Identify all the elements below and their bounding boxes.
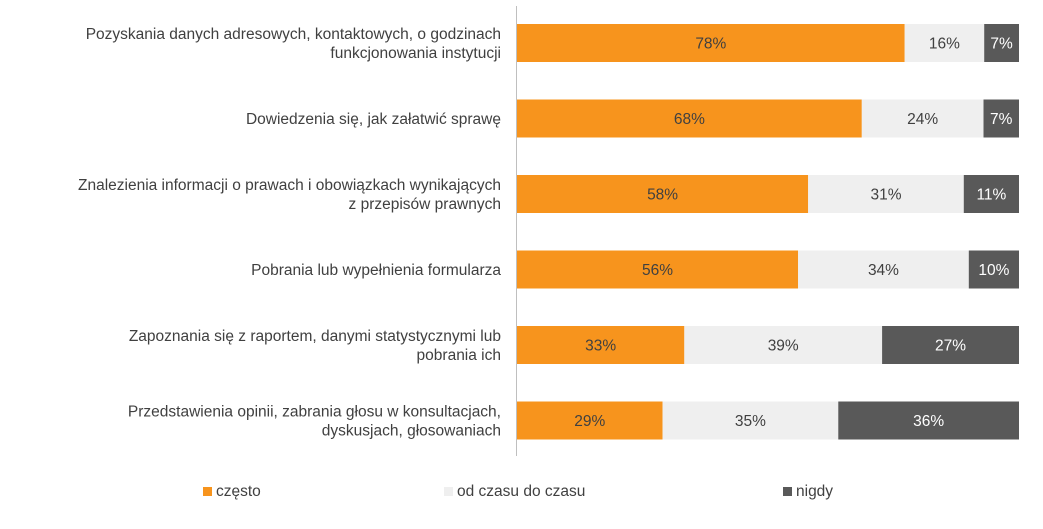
bar-od-czasu-3	[808, 175, 964, 213]
category-label: Zapoznania się z raportem, danymi statys…	[129, 328, 501, 345]
data-label: 7%	[990, 36, 1013, 53]
category-label: funkcjonowania instytucji	[330, 45, 501, 62]
legend-label: często	[216, 483, 261, 500]
category-label: pobrania ich	[417, 347, 501, 364]
data-label: 56%	[642, 262, 673, 279]
data-label: 33%	[585, 338, 616, 355]
legend-swatch	[444, 487, 453, 496]
legend: często od czasu do czasu nigdy	[203, 483, 833, 500]
data-label: 16%	[929, 36, 960, 53]
legend-swatch	[203, 487, 212, 496]
category-label: Pozyskania danych adresowych, kontaktowy…	[86, 26, 501, 43]
data-label: 7%	[990, 111, 1013, 128]
legend-label: nigdy	[796, 483, 833, 500]
bar-nigdy-5	[882, 326, 1019, 364]
bar-czesto-2	[517, 99, 862, 138]
data-label: 31%	[870, 187, 901, 204]
bar-nigdy-1	[984, 24, 1019, 62]
legend-swatch	[783, 487, 792, 496]
category-labels-group: Pozyskania danych adresowych, kontaktowy…	[78, 26, 501, 440]
data-label: 34%	[868, 262, 899, 279]
data-label: 58%	[647, 187, 678, 204]
bar-nigdy-3	[963, 175, 1019, 213]
data-label: 10%	[978, 262, 1009, 279]
bars-group: 78% 16% 7% 68% 24% 7% 58% 31% 11% 56% 34% 10% 33% 39%…	[517, 24, 1019, 440]
data-label: 11%	[976, 187, 1006, 204]
bar-czesto-6	[517, 401, 663, 440]
bar-od-czasu-6	[662, 401, 839, 440]
data-label: 39%	[768, 338, 799, 355]
category-label: Dowiedzenia się, jak załatwić sprawę	[246, 111, 501, 128]
category-label: Przedstawienia opinii, zabrania głosu w …	[128, 404, 501, 421]
data-label: 35%	[735, 413, 766, 430]
category-label: Znalezienia informacji o prawach i obowi…	[78, 177, 501, 194]
bar-czesto-3	[517, 175, 809, 213]
bar-nigdy-4	[968, 250, 1019, 289]
data-label: 24%	[907, 111, 938, 128]
data-label: 27%	[935, 338, 966, 355]
data-label: 36%	[913, 413, 944, 430]
legend-label: od czasu do czasu	[457, 483, 585, 500]
bar-od-czasu-1	[904, 24, 985, 62]
bar-czesto-5	[517, 326, 685, 364]
category-label: Pobrania lub wypełnienia formularza	[251, 262, 501, 279]
bar-od-czasu-5	[684, 326, 883, 364]
data-label: 78%	[695, 36, 726, 53]
bar-od-czasu-4	[798, 250, 969, 289]
bar-nigdy-6	[838, 401, 1019, 440]
bar-czesto-1	[517, 24, 905, 62]
data-label: 68%	[674, 111, 705, 128]
bar-od-czasu-2	[861, 99, 984, 138]
data-label: 29%	[574, 413, 605, 430]
category-label: z przepisów prawnych	[349, 196, 501, 213]
bar-nigdy-2	[983, 99, 1019, 138]
bar-czesto-4	[517, 250, 799, 289]
category-label: dyskusjach, głosowaniach	[322, 423, 501, 440]
